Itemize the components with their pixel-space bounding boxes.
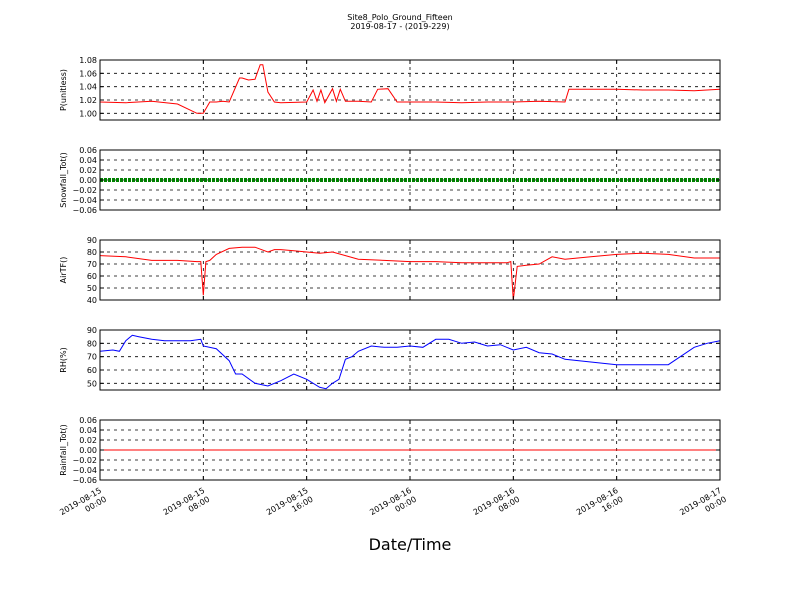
series-line-RH	[99, 334, 721, 390]
y-tick-label: 0.00	[79, 176, 97, 185]
x-tick-label: 2019-08-1508:00	[162, 486, 212, 526]
y-axis-label-AirTF: AirTF()	[59, 257, 68, 284]
y-tick-label: 50	[87, 379, 97, 388]
y-tick-label: 1.06	[79, 69, 97, 78]
panel-AirTF: 40 50 60 70 80 90 AirTF()	[59, 236, 721, 305]
y-tick-label: 70	[87, 353, 97, 362]
y-tick-label: −0.06	[72, 476, 97, 485]
panel-P: 1.00 1.02 1.04 1.06 1.08 P(unitless)	[59, 56, 721, 121]
y-tick-label: 0.04	[79, 156, 97, 165]
x-tick-label: 2019-08-1616:00	[575, 486, 625, 526]
y-tick-label: −0.04	[72, 196, 97, 205]
x-tick-label: 2019-08-1600:00	[368, 486, 418, 526]
y-tick-label: 0.06	[79, 146, 97, 155]
x-tick-labels: 2019-08-1500:00 2019-08-1508:00 2019-08-15…	[58, 486, 728, 526]
y-tick-label: 0.06	[79, 416, 97, 425]
y-tick-label: 1.08	[79, 56, 97, 65]
y-tick-label: −0.02	[72, 186, 97, 195]
x-axis-label: Date/Time	[369, 535, 452, 554]
y-tick-label: 70	[87, 260, 97, 269]
y-tick-label: 50	[87, 284, 97, 293]
y-tick-label: 0.00	[79, 446, 97, 455]
x-tick-label: 2019-08-1500:00	[58, 486, 108, 526]
series-line-P	[99, 64, 721, 114]
chart-title: Site8_Polo_Ground_Fifteen	[347, 13, 452, 22]
y-axis-label-Snowfall_Tot: Snowfall_Tot()	[59, 152, 68, 208]
panels: 1.001.021.041.061.08P(unitless)−0.06−0.0…	[59, 56, 721, 485]
y-tick-label: 90	[87, 236, 97, 245]
panel-Snowfall_Tot: −0.06−0.04−0.020.000.020.040.06 Snowfall_…	[59, 146, 721, 215]
y-tick-label: 1.00	[79, 109, 97, 118]
y-tick-label: 80	[87, 339, 97, 348]
y-axis-label-Rainfall_Tot: Rainfall_Tot()	[59, 424, 68, 476]
x-tick-label: 2019-08-1608:00	[472, 486, 522, 526]
y-tick-label: 1.04	[79, 83, 97, 92]
y-tick-label: −0.06	[72, 206, 97, 215]
series-line-AirTF	[99, 246, 720, 301]
x-tick-label: 2019-08-1700:00	[678, 486, 728, 526]
y-tick-label: 90	[87, 326, 97, 335]
y-tick-label: 60	[87, 272, 97, 281]
y-tick-label: 0.02	[79, 436, 97, 445]
y-axis-label-P: P(unitless)	[59, 69, 68, 111]
y-tick-label: 60	[87, 366, 97, 375]
y-tick-label: −0.04	[72, 466, 97, 475]
panel-RH: 50 60 70 80 90 RH(%)	[59, 326, 721, 391]
chart-subtitle: 2019-08-17 - (2019-229)	[350, 22, 449, 31]
y-tick-label: 80	[87, 248, 97, 257]
y-tick-label: 40	[87, 296, 97, 305]
y-tick-label: 0.02	[79, 166, 97, 175]
y-tick-label: 0.04	[79, 426, 97, 435]
panel-Rainfall_Tot: −0.06−0.04−0.020.000.020.040.06 Rainfall_…	[59, 416, 721, 485]
y-tick-label: −0.02	[72, 456, 97, 465]
x-tick-label: 2019-08-1516:00	[265, 486, 315, 526]
y-axis-label-RH: RH(%)	[59, 347, 68, 372]
y-tick-label: 1.02	[79, 96, 97, 105]
